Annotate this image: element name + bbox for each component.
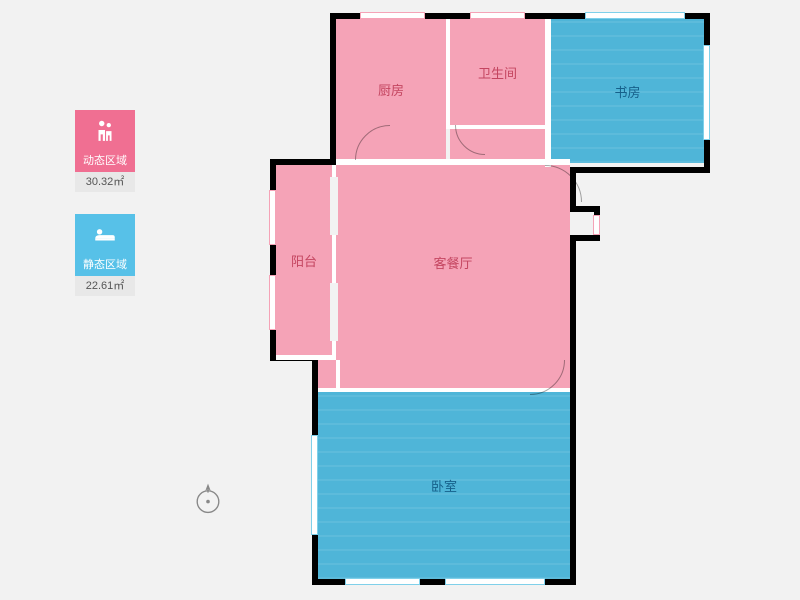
room-bathroom: 卫生间 <box>450 19 545 125</box>
legend-static: 静态区域 22.61㎡ <box>75 214 145 296</box>
room-living: 客餐厅 <box>336 165 570 360</box>
sleep-icon <box>92 221 118 247</box>
window <box>345 578 420 585</box>
room-balcony: 阳台 <box>276 165 332 355</box>
window <box>269 275 276 330</box>
legend-dynamic-value: 30.32㎡ <box>75 172 135 192</box>
floorplan: 厨房 卫生间 书房 客餐厅 阳台 卧室 <box>270 5 715 590</box>
window <box>311 435 318 535</box>
room-kitchen-label: 厨房 <box>378 80 404 99</box>
room-bathroom-label: 卫生间 <box>478 63 517 82</box>
room-study-label: 书房 <box>614 82 640 101</box>
room-living-label: 客餐厅 <box>433 253 472 272</box>
window <box>360 12 425 19</box>
room-balcony-label: 阳台 <box>291 251 317 270</box>
window <box>269 190 276 245</box>
room-study: 书房 <box>551 19 704 163</box>
legend-dynamic-title: 动态区域 <box>75 150 135 172</box>
legend-dynamic: 动态区域 30.32㎡ <box>75 110 145 192</box>
legend-static-icon-box <box>75 214 135 254</box>
legend-dynamic-icon-box <box>75 110 135 150</box>
people-icon <box>92 117 118 143</box>
window <box>470 12 525 19</box>
room-bedroom: 卧室 <box>318 392 570 579</box>
window <box>585 12 685 19</box>
window <box>703 45 710 140</box>
room-bedroom-label: 卧室 <box>431 476 457 495</box>
legend-static-value: 22.61㎡ <box>75 276 135 296</box>
compass-icon <box>190 480 226 516</box>
legend-panel: 动态区域 30.32㎡ 静态区域 22.61㎡ <box>75 110 145 318</box>
room-kitchen: 厨房 <box>336 19 446 159</box>
window <box>445 578 545 585</box>
legend-static-title: 静态区域 <box>75 254 135 276</box>
window <box>593 215 600 235</box>
